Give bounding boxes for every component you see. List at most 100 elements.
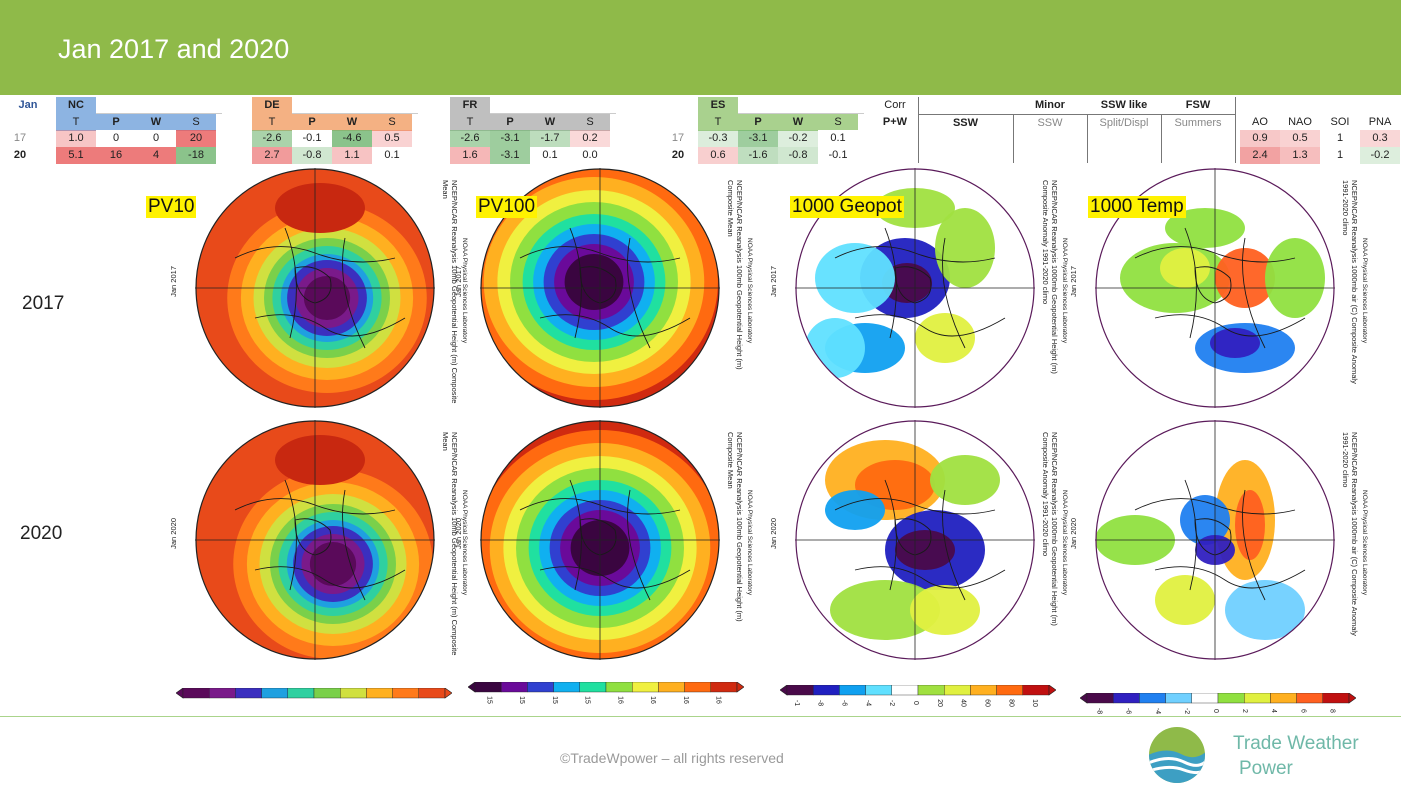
polar-map-graphic (195, 168, 435, 408)
polar-map-graphic (195, 420, 435, 660)
subcol-header: S (372, 114, 412, 131)
map-date-label: Jan 2017 (169, 266, 178, 297)
subcol-header: P (292, 114, 332, 131)
value-cell: -1.6 (738, 147, 778, 164)
polar-map-graphic (795, 420, 1035, 660)
colorbar-temp: -8 -6 -4 -2 0 2 4 6 8 (1080, 693, 1356, 714)
colorbar-tick-label: -4 (864, 700, 871, 706)
ssw-block (918, 97, 1235, 163)
map-date-label: Jan 2020 (769, 518, 778, 549)
colorbar-tick-label: -2 (888, 700, 895, 706)
ssw-subheader: Split/Displ (1087, 114, 1161, 131)
region-header-band (96, 97, 222, 114)
colorbar-tick-label: 0 (912, 701, 919, 705)
map-date-label: Jan 2017 (769, 266, 778, 297)
colorbar-tick-label: 15 (518, 696, 525, 704)
index-value-cell: 0.5 (1280, 130, 1320, 147)
region-header: DE (252, 97, 292, 114)
map-caption: NCEP/NCAR Reanalysis 100mb Geopotential … (726, 432, 744, 622)
region-header-band (292, 97, 418, 114)
subcol-header: P (490, 114, 530, 131)
copyright-footer: ©TradeWpower – all rights reserved (560, 750, 784, 766)
value-cell: 0.2 (570, 130, 610, 147)
value-cell: 0.1 (372, 147, 412, 164)
map-title-temp: 1000 Temp (1088, 196, 1186, 218)
subcol-header: S (176, 114, 216, 131)
map-caption: NCEP/NCAR Reanalysis 1000mb air (C) Comp… (1341, 432, 1359, 636)
region-header-band (490, 97, 616, 114)
colorbar-tick-label: -2 (1183, 708, 1190, 714)
colorbar-tick-label: 16 (616, 696, 623, 704)
ssw-header: FSW (1185, 99, 1211, 111)
subcol-header: W (530, 114, 570, 131)
index-value-cell: 1.3 (1280, 147, 1320, 164)
brand-line-1: Trade Weather (1233, 733, 1359, 754)
value-cell: 20 (176, 130, 216, 147)
year-label-2020: 2020 (20, 523, 63, 544)
value-cell: -0.8 (292, 147, 332, 164)
value-cell: 0 (96, 130, 136, 147)
value-cell: -0.1 (292, 130, 332, 147)
brand-logo-icon (1149, 727, 1205, 783)
ssw-divider (1161, 114, 1162, 163)
corr-label: Corr (884, 99, 906, 111)
polar-map-pv10-2020 (195, 420, 435, 660)
subcol-header: S (570, 114, 610, 131)
polar-map-temp-2020 (1095, 420, 1335, 660)
value-cell: -0.3 (698, 130, 738, 147)
ssw-divider (1087, 114, 1088, 163)
map-date-label: Jan 2017 (454, 266, 463, 297)
value-cell: -1.7 (530, 130, 570, 147)
map-source-label: NOAA Physical Sciences Laboratory (746, 238, 753, 344)
subcol-header: T (252, 114, 292, 131)
map-source-label: NOAA Physical Sciences Laboratory (746, 490, 753, 596)
value-cell: -3.1 (738, 130, 778, 147)
colorbar-tick-label: -8 (817, 700, 824, 706)
region-header: ES (698, 97, 738, 114)
value-cell: 0.1 (530, 147, 570, 164)
value-cell: -3.1 (490, 130, 530, 147)
footer-divider (0, 716, 1401, 717)
value-cell: 5.1 (56, 147, 96, 164)
map-title-pv100: PV100 (476, 196, 538, 218)
month-label: Jan (18, 99, 38, 111)
polar-map-pv10-2017 (195, 168, 435, 408)
map-source-label: NOAA Physical Sciences Laboratory (1061, 490, 1068, 596)
colorbar-tick-label: 80 (1007, 699, 1014, 707)
value-cell: 1.0 (56, 130, 96, 147)
year-row-label: 17 (671, 132, 685, 144)
map-date-label: Jan 2020 (454, 518, 463, 549)
index-header: SOI (1330, 116, 1350, 128)
subcol-header: W (332, 114, 372, 131)
ssw-header (918, 97, 1013, 114)
colorbar-tick-label: 16 (682, 696, 689, 704)
subcol-header: P (738, 114, 778, 131)
colorbar-tick-label: -6 (1125, 708, 1132, 714)
map-title-geop: 1000 Geopot (790, 196, 904, 218)
map-source-label: NOAA Physical Sciences Laboratory (1361, 490, 1368, 596)
colorbar-tick-label: -4 (1154, 708, 1161, 714)
subcol-header: T (698, 114, 738, 131)
colorbar-tick-label: 16 (649, 696, 656, 704)
value-cell: -0.8 (778, 147, 818, 164)
colorbar-tick-label: -1 (793, 700, 800, 706)
region-header-band (738, 97, 864, 114)
colorbar-tick-label: 0 (1212, 709, 1219, 713)
index-value-cell: 0.3 (1360, 130, 1400, 147)
colorbar-tick-label: -8 (1096, 708, 1103, 714)
ssw-divider (1013, 114, 1014, 163)
value-cell: 0.6 (698, 147, 738, 164)
value-cell: -0.2 (778, 130, 818, 147)
value-cell: 0 (136, 130, 176, 147)
colorbar-tick-label: 8 (1328, 709, 1335, 713)
value-cell: -18 (176, 147, 216, 164)
map-caption: NCEP/NCAR Reanalysis 1000mb Geopotential… (1041, 180, 1059, 374)
polar-map-pv100-2020 (480, 420, 720, 660)
colorbar-tick-label: 2 (1241, 709, 1248, 713)
map-caption: NCEP/NCAR Reanalysis 1000mb Geopotential… (1041, 432, 1059, 626)
value-cell: 1.6 (450, 147, 490, 164)
brand-name: Trade Weather Power (1233, 731, 1359, 781)
map-source-label: NOAA Physical Sciences Laboratory (461, 490, 468, 596)
index-block (1235, 97, 1401, 163)
map-source-label: NOAA Physical Sciences Laboratory (1061, 238, 1068, 344)
